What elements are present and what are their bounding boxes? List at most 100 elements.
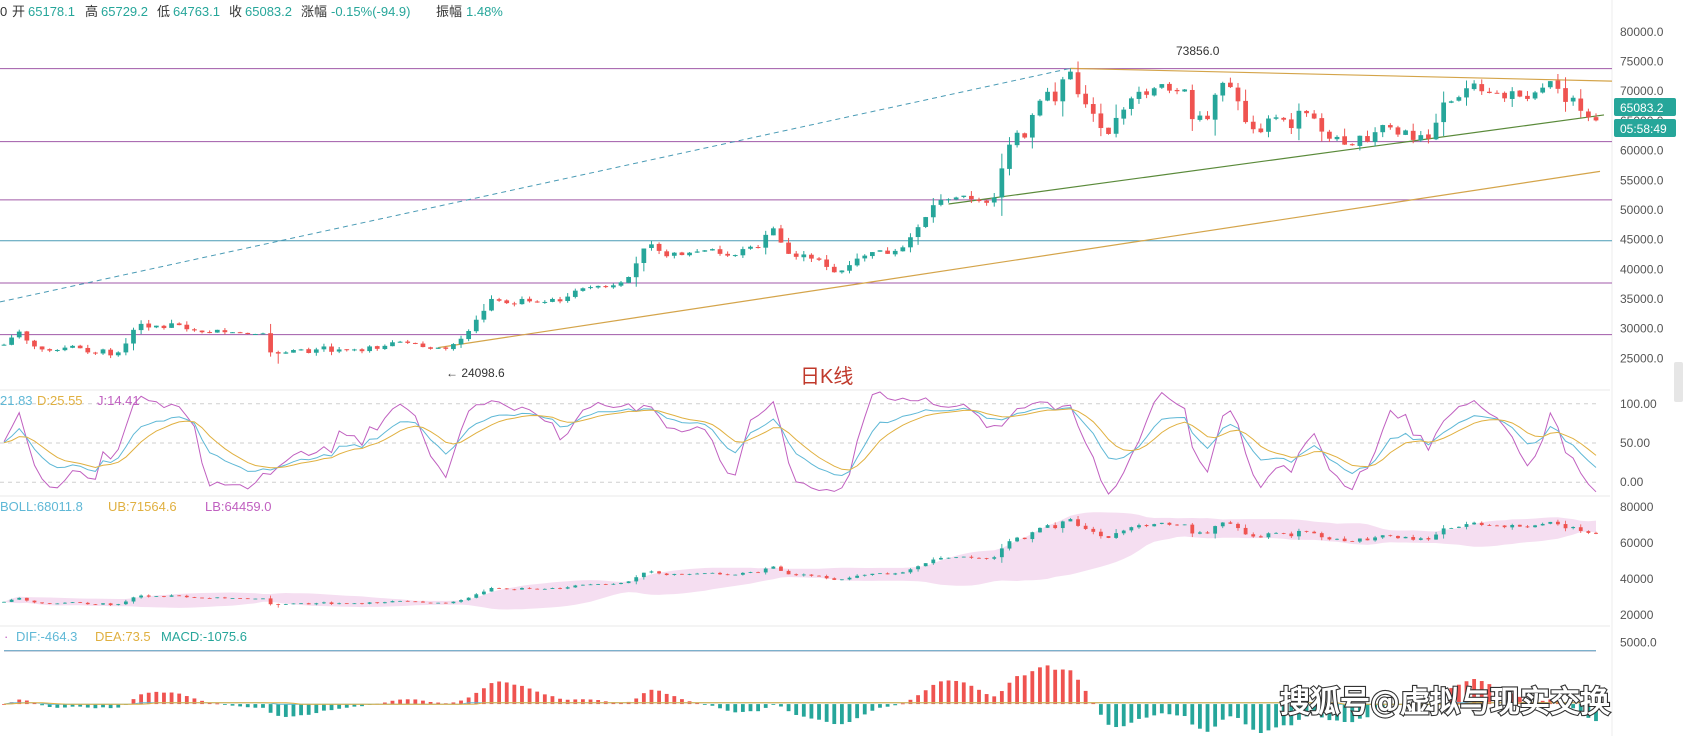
- macd-histogram-bar: [581, 699, 585, 705]
- macd-histogram-bar: [900, 703, 905, 705]
- boll-candle-body: [85, 602, 90, 605]
- candle-body: [953, 197, 959, 200]
- boll-candle-body: [375, 602, 380, 604]
- macd-histogram-bar: [1137, 704, 1141, 719]
- boll-candle-body: [984, 558, 989, 559]
- macd-histogram-bar: [702, 704, 707, 705]
- boll-candle-body: [489, 588, 494, 592]
- candle-body: [1372, 132, 1378, 142]
- boll-candle-body: [55, 603, 60, 605]
- candle-body: [1464, 88, 1469, 98]
- macd-histogram-bar: [1198, 704, 1202, 729]
- boll-candle-body: [1236, 523, 1240, 529]
- candle-body: [1167, 83, 1172, 91]
- macd-histogram-bar: [984, 694, 989, 705]
- boll-candle-body: [268, 598, 273, 605]
- price-tick-label: 45000.0: [1620, 233, 1664, 247]
- candle-body: [1410, 130, 1416, 140]
- macd-histogram-bar: [1007, 682, 1012, 705]
- price-tick-label: 50000.0: [1620, 203, 1664, 217]
- macd-histogram-bar: [657, 690, 661, 705]
- candle-body: [138, 323, 144, 331]
- macd-histogram-bar: [1030, 671, 1035, 705]
- candle-body: [892, 250, 898, 255]
- candle-body: [1197, 115, 1203, 120]
- macd-histogram-bar: [474, 692, 479, 705]
- kdj-tick-label: 100.00: [1620, 397, 1657, 411]
- candle-body: [1243, 100, 1248, 123]
- close-value: 65083.2: [245, 4, 292, 19]
- candle-body: [511, 303, 517, 305]
- macd-histogram-bar: [923, 690, 928, 705]
- candle-body: [1083, 93, 1089, 105]
- boll-candle-body: [626, 581, 631, 584]
- candle-body: [1547, 81, 1553, 88]
- macd-histogram-bar: [1175, 704, 1179, 716]
- candle-body: [222, 330, 228, 333]
- candle-body: [641, 248, 647, 263]
- candle-body: [1182, 89, 1188, 92]
- boll-candle-body: [1083, 525, 1088, 529]
- boll-candle-body: [885, 573, 890, 575]
- macd-histogram-bar: [184, 696, 189, 705]
- candle-body: [748, 246, 753, 249]
- candle-body: [527, 298, 532, 302]
- boll-candle-body: [1213, 526, 1218, 534]
- candle-body: [1174, 89, 1180, 92]
- boll-candle-body: [1441, 528, 1446, 535]
- candle-body: [870, 252, 875, 257]
- boll-candle-body: [1030, 532, 1035, 540]
- candle-body: [984, 200, 989, 203]
- candle-body: [1029, 114, 1035, 138]
- candle-body: [161, 325, 167, 329]
- macd-histogram-bar: [946, 680, 951, 705]
- macd-histogram-bar: [1304, 704, 1309, 717]
- boll-candle-body: [520, 588, 524, 590]
- macd-histogram-bar: [466, 697, 471, 705]
- candle-body: [717, 249, 723, 254]
- boll-candle-body: [1121, 530, 1126, 534]
- price-tick-label: 60000.0: [1620, 144, 1664, 158]
- boll-candle-body: [299, 603, 303, 605]
- macd-histogram-bar: [306, 704, 311, 715]
- kdj-k-value: 21.83: [0, 393, 33, 408]
- candle-body: [1159, 84, 1165, 88]
- candle-body: [1205, 115, 1210, 120]
- candle-body: [93, 352, 98, 354]
- macd-histogram-bar: [428, 701, 433, 705]
- candle-body: [1479, 84, 1485, 92]
- macd-histogram-bar: [1380, 704, 1385, 708]
- boll-candle-body: [1571, 526, 1576, 529]
- upper-trendline: [1070, 67, 1613, 82]
- boll-candle-body: [93, 604, 98, 606]
- macd-histogram-bar: [961, 682, 966, 705]
- boll-candle-body: [939, 557, 943, 560]
- candle-body: [885, 250, 890, 254]
- candle-body: [1258, 128, 1264, 133]
- macd-histogram-bar: [1434, 700, 1438, 705]
- candle-body: [131, 329, 136, 344]
- candle-body: [153, 325, 159, 328]
- boll-candle-body: [603, 584, 608, 585]
- macd-histogram-bar: [245, 704, 250, 708]
- boll-tick-label: 60000: [1620, 536, 1654, 550]
- boll-candle-body: [786, 570, 791, 575]
- candle-body: [428, 347, 433, 349]
- boll-candle-body: [2, 601, 6, 603]
- macd-histogram-bar: [489, 683, 494, 705]
- macd-histogram-bar: [398, 699, 402, 705]
- boll-candle-body: [344, 603, 349, 605]
- candle-body: [1235, 87, 1241, 102]
- candle-body: [466, 331, 472, 340]
- macd-histogram-bar: [360, 704, 364, 707]
- pane-resize-handle[interactable]: [1674, 362, 1683, 402]
- candle-body: [1365, 136, 1370, 142]
- macd-histogram-bar: [162, 692, 166, 705]
- candle-body: [930, 205, 936, 218]
- boll-candle-body: [459, 600, 463, 602]
- boll-candle-body: [177, 595, 182, 597]
- trough-label: ← 24098.6: [446, 366, 505, 380]
- macd-histogram-bar: [1091, 702, 1096, 705]
- price-tick-label: 30000.0: [1620, 322, 1664, 336]
